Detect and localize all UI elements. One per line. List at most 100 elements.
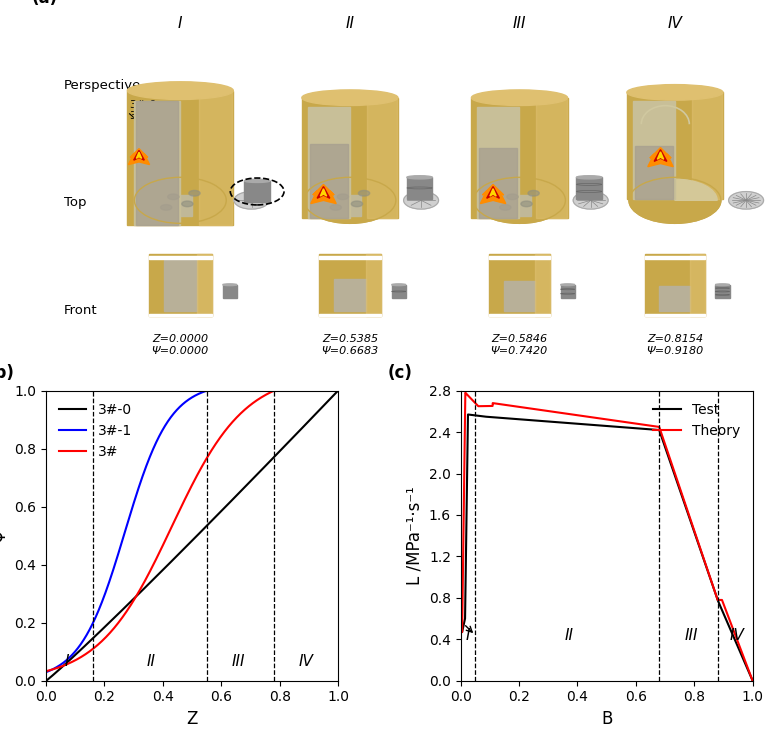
FancyBboxPatch shape bbox=[645, 254, 705, 316]
FancyBboxPatch shape bbox=[692, 92, 722, 198]
Test bbox=[463, 410, 472, 419]
FancyBboxPatch shape bbox=[302, 97, 398, 218]
Text: (b): (b) bbox=[0, 364, 15, 382]
Circle shape bbox=[351, 201, 362, 206]
Polygon shape bbox=[128, 149, 150, 165]
FancyBboxPatch shape bbox=[489, 256, 550, 258]
Text: (a): (a) bbox=[32, 0, 58, 7]
Theory bbox=[581, 412, 590, 421]
FancyBboxPatch shape bbox=[149, 195, 192, 216]
3#-0 bbox=[170, 553, 179, 562]
X-axis label: Z: Z bbox=[187, 710, 197, 728]
Test bbox=[489, 413, 498, 422]
Circle shape bbox=[507, 194, 518, 200]
3# bbox=[160, 538, 169, 547]
Circle shape bbox=[304, 177, 396, 223]
3# bbox=[275, 386, 284, 395]
Polygon shape bbox=[311, 184, 336, 203]
Circle shape bbox=[189, 190, 200, 196]
3#-1 bbox=[202, 386, 211, 395]
FancyBboxPatch shape bbox=[536, 97, 567, 218]
Text: I: I bbox=[178, 16, 183, 31]
Circle shape bbox=[474, 177, 565, 223]
Theory bbox=[748, 676, 757, 685]
Circle shape bbox=[528, 190, 539, 196]
Circle shape bbox=[330, 204, 342, 210]
FancyBboxPatch shape bbox=[577, 177, 602, 198]
3#-1 bbox=[275, 386, 284, 395]
3#-0 bbox=[269, 453, 278, 462]
3# bbox=[269, 386, 278, 395]
Circle shape bbox=[359, 190, 369, 196]
3#-0 bbox=[71, 650, 81, 659]
Line: 3#-0: 3#-0 bbox=[46, 391, 338, 681]
3# bbox=[41, 667, 51, 676]
3#-1 bbox=[41, 668, 51, 676]
Line: 3#-1: 3#-1 bbox=[46, 391, 338, 672]
3#-1 bbox=[242, 386, 251, 395]
Polygon shape bbox=[487, 187, 499, 198]
Wedge shape bbox=[675, 179, 717, 201]
3#-1 bbox=[170, 408, 179, 417]
Test bbox=[743, 663, 752, 672]
FancyBboxPatch shape bbox=[136, 101, 178, 225]
Text: 3#-1: 3#-1 bbox=[130, 111, 157, 121]
FancyBboxPatch shape bbox=[489, 254, 550, 316]
Circle shape bbox=[729, 192, 763, 209]
Line: 3#: 3# bbox=[46, 391, 338, 671]
Polygon shape bbox=[317, 187, 329, 198]
Polygon shape bbox=[134, 150, 144, 160]
FancyBboxPatch shape bbox=[645, 314, 705, 316]
FancyBboxPatch shape bbox=[134, 101, 180, 225]
FancyBboxPatch shape bbox=[310, 144, 348, 218]
X-axis label: B: B bbox=[601, 710, 612, 728]
3#-0 bbox=[242, 481, 251, 490]
FancyBboxPatch shape bbox=[489, 314, 550, 316]
Text: Z=0.0000
Ψ=0.0000: Z=0.0000 Ψ=0.0000 bbox=[152, 335, 209, 356]
Ellipse shape bbox=[127, 82, 233, 100]
FancyBboxPatch shape bbox=[319, 314, 381, 316]
FancyBboxPatch shape bbox=[504, 280, 535, 310]
3# bbox=[242, 404, 251, 413]
Text: II: II bbox=[346, 16, 354, 31]
FancyBboxPatch shape bbox=[164, 260, 197, 310]
FancyBboxPatch shape bbox=[244, 181, 270, 202]
FancyBboxPatch shape bbox=[477, 108, 519, 218]
Polygon shape bbox=[320, 189, 326, 196]
Text: Z=0.8154
Ψ=0.9180: Z=0.8154 Ψ=0.9180 bbox=[647, 335, 703, 356]
FancyBboxPatch shape bbox=[148, 314, 212, 316]
Circle shape bbox=[182, 201, 193, 206]
Text: IV: IV bbox=[729, 628, 744, 643]
3#-1 bbox=[71, 646, 81, 655]
FancyBboxPatch shape bbox=[634, 146, 673, 198]
Theory bbox=[711, 589, 720, 598]
Text: Top: Top bbox=[64, 195, 86, 209]
Ellipse shape bbox=[472, 90, 568, 105]
FancyBboxPatch shape bbox=[199, 91, 232, 225]
Text: I: I bbox=[65, 654, 69, 669]
Polygon shape bbox=[654, 150, 667, 161]
Test bbox=[507, 414, 516, 423]
Circle shape bbox=[161, 204, 172, 210]
Circle shape bbox=[500, 204, 511, 210]
Text: Z=0.5385
Ψ=0.6683: Z=0.5385 Ψ=0.6683 bbox=[321, 335, 379, 356]
FancyBboxPatch shape bbox=[716, 285, 730, 298]
FancyBboxPatch shape bbox=[690, 254, 705, 316]
FancyBboxPatch shape bbox=[472, 97, 568, 218]
Text: I: I bbox=[465, 628, 470, 643]
Text: III: III bbox=[684, 628, 698, 643]
Theory bbox=[456, 627, 465, 636]
FancyBboxPatch shape bbox=[319, 256, 381, 258]
Circle shape bbox=[404, 192, 439, 209]
FancyBboxPatch shape bbox=[319, 195, 361, 216]
3#-0 bbox=[160, 564, 169, 573]
FancyBboxPatch shape bbox=[366, 254, 381, 316]
Theory bbox=[461, 389, 470, 397]
Theory bbox=[507, 401, 516, 410]
Ellipse shape bbox=[716, 284, 730, 285]
Line: Theory: Theory bbox=[461, 393, 753, 681]
Text: 3#-0: 3#-0 bbox=[130, 100, 157, 110]
Text: Perspective: Perspective bbox=[64, 79, 141, 92]
Test bbox=[711, 589, 720, 598]
Y-axis label: Ψ: Ψ bbox=[0, 529, 8, 542]
